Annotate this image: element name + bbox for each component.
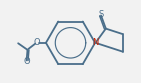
Text: S: S: [98, 10, 104, 19]
Text: O: O: [34, 38, 40, 47]
Text: O: O: [23, 57, 30, 66]
Text: N: N: [92, 38, 99, 47]
